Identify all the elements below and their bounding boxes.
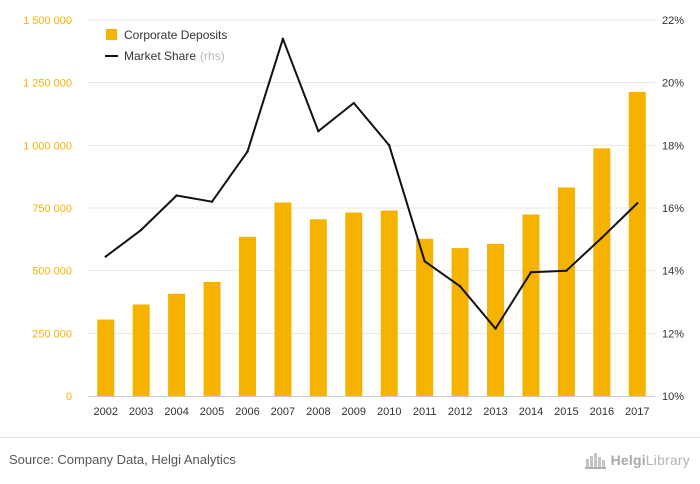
line-point	[175, 194, 178, 197]
bar	[487, 243, 505, 396]
helgi-library-logo-icon	[584, 453, 606, 469]
x-tick-label: 2011	[413, 406, 437, 418]
line-point	[210, 200, 214, 203]
line-series	[104, 37, 639, 330]
bar	[593, 148, 611, 396]
line-point	[636, 202, 639, 205]
right-tick-label: 18%	[662, 140, 684, 152]
line-point	[458, 285, 462, 288]
x-tick-label: 2008	[306, 406, 330, 418]
right-tick-label: 16%	[662, 203, 684, 215]
left-tick-label: 750 000	[32, 203, 72, 215]
x-tick-label: 2010	[377, 406, 401, 418]
bar	[203, 281, 221, 396]
x-tick-label: 2014	[519, 406, 543, 418]
x-tick-label: 2004	[164, 406, 188, 418]
line-point	[423, 260, 426, 263]
chart: 0 250 000 500 000 750 000 1 000 000 1 250 000…	[23, 15, 684, 418]
left-tick-label: 1 500 000	[23, 15, 72, 27]
x-tick-label: 2002	[93, 406, 117, 418]
x-tick-label: 2007	[271, 406, 295, 418]
line-point	[352, 101, 355, 105]
legend-label-corporate-deposits: Corporate Deposits	[124, 28, 227, 42]
bar	[97, 319, 115, 396]
x-tick-label: 2013	[483, 406, 507, 418]
bar	[168, 293, 186, 396]
x-tick-label: 2005	[200, 406, 224, 418]
x-tick-label: 2003	[129, 406, 153, 418]
bar-series	[97, 91, 646, 396]
left-tick-label: 1 000 000	[23, 140, 72, 152]
right-tick-label: 20%	[662, 78, 684, 90]
left-tick-label: 500 000	[32, 266, 72, 278]
bar	[380, 210, 398, 396]
bar	[274, 202, 292, 396]
legend: Corporate Deposits Market Share (rhs)	[105, 28, 227, 63]
bar	[416, 238, 434, 396]
bar	[345, 212, 363, 396]
line-point	[317, 130, 320, 133]
line-point	[565, 269, 568, 272]
left-axis: 0 250 000 500 000 750 000 1 000 000 1 250 000…	[23, 15, 72, 403]
x-axis: 2002 2003 2004 2005 2006 2007 2008 2009 2010 2011…	[88, 396, 655, 418]
line-point	[529, 271, 533, 274]
bar	[628, 91, 646, 396]
x-tick-label: 2015	[554, 406, 578, 418]
helgi-library-logo[interactable]: HelgiLibrary	[584, 449, 690, 471]
x-tick-label: 2012	[448, 406, 472, 418]
line-point	[600, 236, 604, 239]
left-tick-label: 250 000	[32, 328, 72, 340]
legend-label-market-share: Market Share (rhs)	[124, 49, 225, 63]
x-tick-label: 2006	[235, 406, 259, 418]
x-tick-label: 2017	[625, 406, 649, 418]
right-axis: 10% 12% 14% 16% 18% 20% 22%	[662, 15, 684, 403]
bar	[238, 236, 256, 396]
right-tick-label: 22%	[662, 15, 684, 27]
source-note: Source: Company Data, Helgi Analytics	[9, 452, 236, 467]
right-tick-label: 14%	[662, 266, 684, 278]
logo-text: HelgiLibrary	[610, 452, 690, 468]
line-point	[388, 144, 391, 147]
bar	[451, 248, 469, 396]
footer: Source: Company Data, Helgi Analytics He…	[0, 437, 700, 484]
bar	[132, 304, 150, 396]
line-point	[139, 228, 143, 232]
left-tick-label: 0	[66, 391, 72, 403]
bar	[309, 219, 327, 396]
line-point	[104, 255, 107, 258]
line-point	[281, 37, 285, 40]
legend-swatch-corporate-deposits	[106, 29, 117, 40]
bar	[557, 187, 575, 396]
x-tick-label: 2016	[590, 406, 614, 418]
market-share-line	[105, 37, 638, 330]
x-tick-label: 2009	[342, 406, 366, 418]
line-point	[246, 150, 249, 153]
bar	[522, 214, 540, 396]
line-point	[494, 327, 497, 330]
right-tick-label: 12%	[662, 328, 684, 340]
left-tick-label: 1 250 000	[23, 78, 72, 90]
right-tick-label: 10%	[662, 391, 684, 403]
